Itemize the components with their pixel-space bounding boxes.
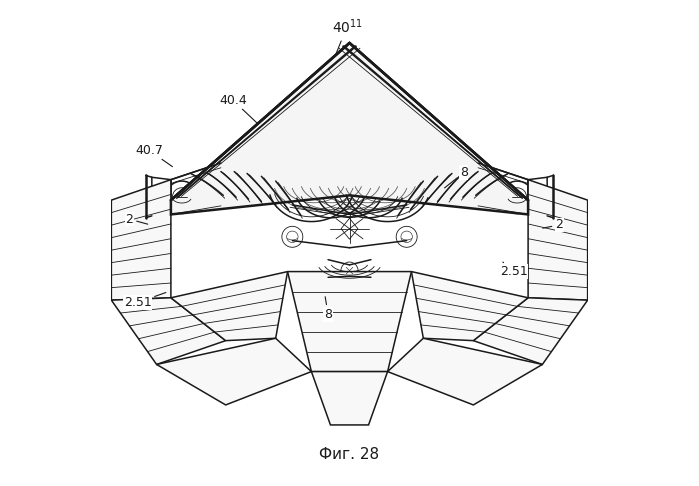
- Polygon shape: [111, 298, 226, 364]
- Polygon shape: [528, 180, 588, 300]
- Text: 40$^{11}$: 40$^{11}$: [331, 17, 363, 55]
- Polygon shape: [388, 338, 542, 405]
- Text: 2.51: 2.51: [500, 262, 528, 278]
- Polygon shape: [157, 338, 311, 405]
- Polygon shape: [473, 298, 588, 364]
- Text: 2.51: 2.51: [124, 293, 166, 309]
- Polygon shape: [171, 43, 528, 214]
- Polygon shape: [311, 372, 388, 425]
- Text: 40.7: 40.7: [136, 144, 173, 167]
- Text: Фиг. 28: Фиг. 28: [319, 448, 380, 463]
- Polygon shape: [287, 272, 412, 372]
- Text: 40.4: 40.4: [219, 94, 257, 123]
- Text: 2: 2: [126, 213, 147, 226]
- Polygon shape: [412, 272, 528, 341]
- Text: 2: 2: [542, 218, 563, 231]
- Text: 8: 8: [324, 296, 332, 321]
- Polygon shape: [111, 180, 171, 300]
- Polygon shape: [171, 272, 287, 341]
- Text: 8: 8: [445, 166, 468, 188]
